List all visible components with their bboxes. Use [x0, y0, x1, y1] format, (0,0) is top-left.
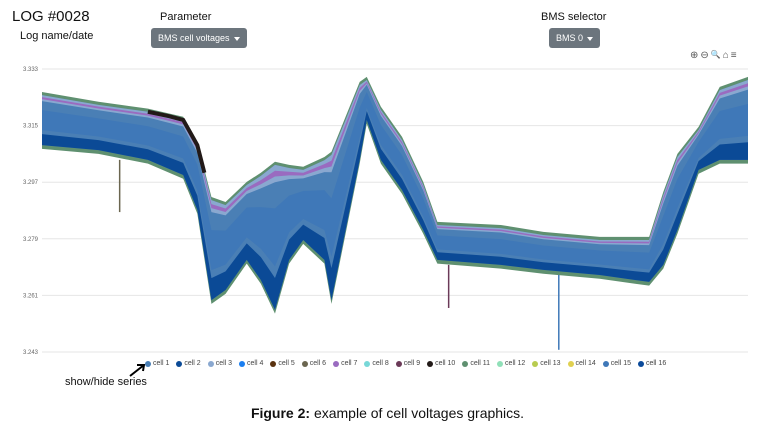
legend-marker-icon [239, 360, 246, 367]
y-tick-label: 3.315 [23, 124, 39, 130]
y-tick-label: 3.297 [23, 180, 39, 186]
legend-label: cell 5 [278, 360, 295, 367]
log-name-label: Log name/date [20, 30, 94, 42]
bms-selector-dropdown[interactable]: BMS 0 [549, 28, 601, 48]
parameter-dropdown[interactable]: BMS cell voltages [151, 28, 247, 48]
log-title: LOG #0028 [12, 8, 90, 25]
legend-label: cell 8 [372, 360, 389, 367]
legend-item-cell-7[interactable]: cell 7 [333, 360, 357, 367]
arrow-icon [129, 364, 146, 377]
chart-toolbar: ⊕ ⊖ 🔍 ⌂ ≡ [690, 50, 737, 61]
series-cell-3[interactable] [42, 80, 748, 246]
legend-item-cell-6[interactable]: cell 6 [301, 360, 327, 367]
legend-label: cell 12 [505, 360, 526, 367]
voltage-chart[interactable]: 3.333 3.315 3.297 3.279 3.261 3.243 [0, 60, 775, 360]
series-cell-10[interactable] [147, 109, 207, 174]
legend-marker-icon [395, 360, 402, 367]
legend-label: cell 3 [215, 360, 233, 367]
legend-item-cell-4[interactable]: cell 4 [239, 360, 263, 367]
menu-icon[interactable]: ≡ [730, 50, 737, 61]
legend-marker-icon [333, 360, 340, 367]
legend-item-cell-11[interactable]: cell 11 [462, 360, 490, 367]
y-tick-label: 3.243 [23, 350, 39, 356]
legend-label: cell 10 [435, 360, 456, 367]
legend-marker-icon [176, 360, 183, 367]
legend-label: cell 13 [540, 360, 561, 367]
legend-label: cell 11 [470, 360, 491, 367]
figure-caption: Figure 2: example of cell voltages graph… [0, 405, 775, 421]
legend-label: cell 16 [645, 360, 667, 367]
zoom-in-icon[interactable]: ⊕ [690, 50, 699, 61]
legend-marker-icon [207, 360, 214, 367]
legend-label: cell 9 [403, 360, 421, 367]
parameter-label: Parameter [160, 11, 212, 23]
legend-item-cell-8[interactable]: cell 8 [364, 360, 389, 367]
legend-marker-icon [301, 360, 308, 367]
legend-marker-icon [532, 360, 539, 367]
legend-label: cell 14 [575, 360, 596, 367]
legend-label: cell 15 [610, 360, 631, 367]
y-tick-label: 3.333 [23, 67, 39, 73]
legend-label: cell 4 [247, 360, 264, 367]
legend-item-cell-14[interactable]: cell 14 [567, 360, 596, 367]
legend-label: cell 2 [184, 360, 201, 367]
legend-marker-icon [145, 360, 151, 367]
legend-marker-icon [364, 360, 371, 367]
legend-marker-icon [270, 360, 277, 367]
legend-marker-icon [637, 360, 644, 367]
legend-item-cell-13[interactable]: cell 13 [532, 360, 561, 367]
y-tick-label: 3.279 [23, 237, 39, 243]
legend-item-cell-15[interactable]: cell 15 [602, 360, 631, 367]
chart-legend: cell 1 cell 2 cell 3 cell 4 cell 5 cell 6 cell… [145, 360, 666, 367]
legend-marker-icon [497, 360, 504, 367]
show-hide-annotation: show/hide series [65, 376, 147, 388]
legend-marker-icon [462, 360, 469, 367]
zoom-out-icon[interactable]: ⊖ [700, 50, 709, 61]
legend-label: cell 7 [341, 360, 358, 367]
caption-text: example of cell voltages graphics. [310, 405, 525, 421]
legend-item-cell-10[interactable]: cell 10 [427, 360, 455, 367]
legend-item-cell-5[interactable]: cell 5 [270, 360, 295, 367]
legend-item-cell-9[interactable]: cell 9 [395, 360, 421, 367]
legend-item-cell-1[interactable]: cell 1 [145, 360, 169, 367]
legend-marker-icon [427, 360, 434, 367]
legend-item-cell-16[interactable]: cell 16 [637, 360, 667, 367]
search-icon[interactable]: 🔍 [710, 50, 721, 59]
legend-marker-icon [567, 360, 574, 367]
legend-marker-icon [602, 360, 609, 367]
legend-label: cell 6 [309, 360, 327, 367]
bms-selector-label: BMS selector [541, 11, 607, 23]
y-tick-label: 3.261 [23, 293, 39, 299]
home-icon[interactable]: ⌂ [722, 50, 729, 61]
caption-label: Figure 2: [250, 405, 311, 421]
legend-item-cell-2[interactable]: cell 2 [176, 360, 201, 367]
legend-label: cell 1 [153, 360, 170, 367]
legend-item-cell-12[interactable]: cell 12 [497, 360, 525, 367]
legend-item-cell-3[interactable]: cell 3 [207, 360, 233, 367]
